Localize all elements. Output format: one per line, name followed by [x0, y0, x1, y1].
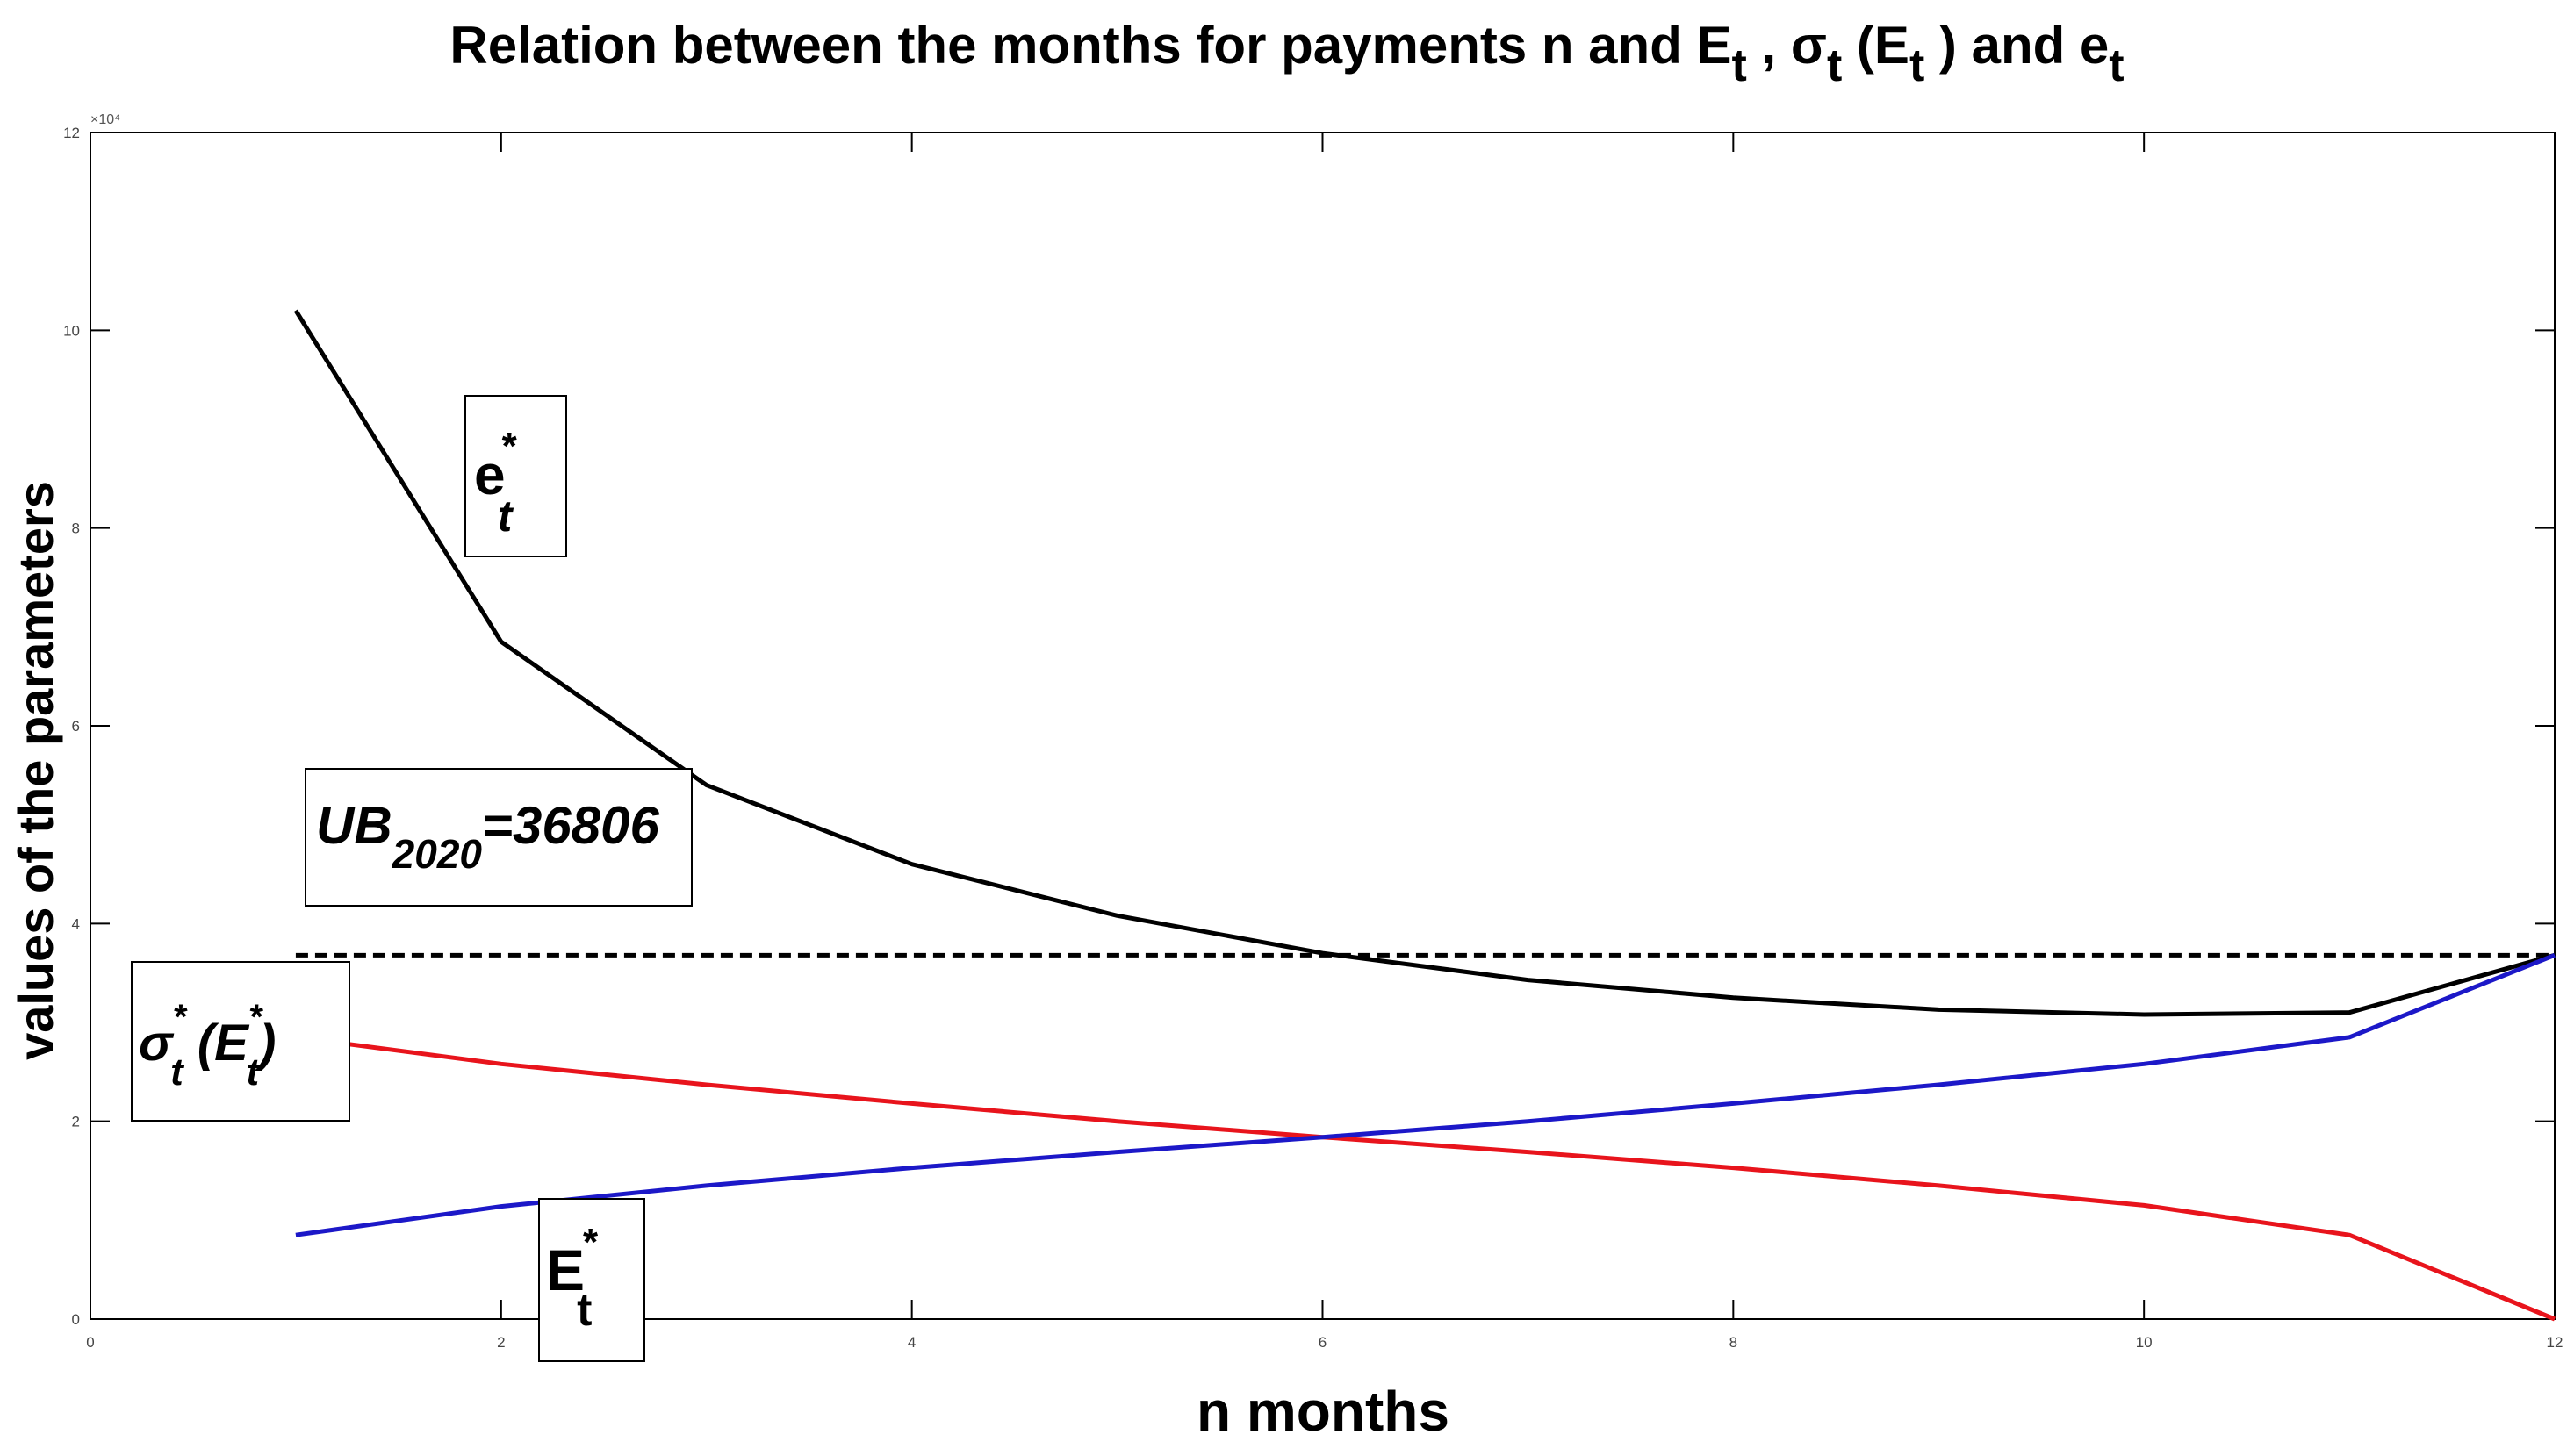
- chart-title: Relation between the months for payments…: [449, 16, 2124, 91]
- y-tick-label: 6: [72, 718, 80, 735]
- series-line-e: [293, 309, 2556, 1017]
- x-tick-label: 12: [2547, 1334, 2563, 1351]
- y-tick-label: 10: [63, 322, 80, 339]
- E-annotation-label: E* t: [546, 1221, 599, 1336]
- series-group: [293, 309, 2556, 1322]
- ub-annotation-label: UB2020=36806: [316, 796, 660, 877]
- y-axis-label: values of the parameters: [8, 481, 63, 1060]
- sigma-annotation-box: [131, 961, 350, 1122]
- x-tick-label: 10: [2136, 1334, 2153, 1351]
- e-annotation-box: [464, 395, 567, 557]
- E-series-annotation: E* t: [538, 1198, 645, 1362]
- e-annotation-label: e* t: [474, 425, 518, 541]
- x-axis-label: n months: [1197, 1380, 1449, 1443]
- e-series-annotation: e* t: [464, 395, 567, 557]
- y-tick-label: 0: [72, 1311, 80, 1328]
- x-tick-label: 4: [908, 1334, 916, 1351]
- y-axis-exponent-label: ×10⁴: [90, 112, 120, 127]
- x-tick-label: 6: [1319, 1334, 1327, 1351]
- ub-annotation-box: [305, 768, 693, 907]
- y-tick-label: 8: [72, 520, 80, 537]
- E-annotation-box: [538, 1198, 645, 1362]
- x-axis-ticks: 0 2 4 6 8 10 12: [86, 133, 2563, 1351]
- x-tick-label: 2: [497, 1334, 505, 1351]
- x-tick-label: 0: [86, 1334, 94, 1351]
- y-axis-ticks: 0 2 4 6 8 10 12: [63, 125, 2555, 1328]
- series-line-sigma: [295, 1035, 2556, 1322]
- x-tick-label: 8: [1729, 1334, 1737, 1351]
- y-tick-label: 2: [72, 1114, 80, 1130]
- y-tick-label: 4: [72, 915, 80, 932]
- series-line-E: [295, 952, 2556, 1237]
- y-tick-label: 12: [63, 125, 80, 141]
- upper-bound-annotation: UB2020=36806: [305, 768, 693, 907]
- sigma-series-annotation: σ* t (E* t): [131, 961, 350, 1122]
- sigma-annotation-label: σ* t (E* t): [139, 998, 276, 1094]
